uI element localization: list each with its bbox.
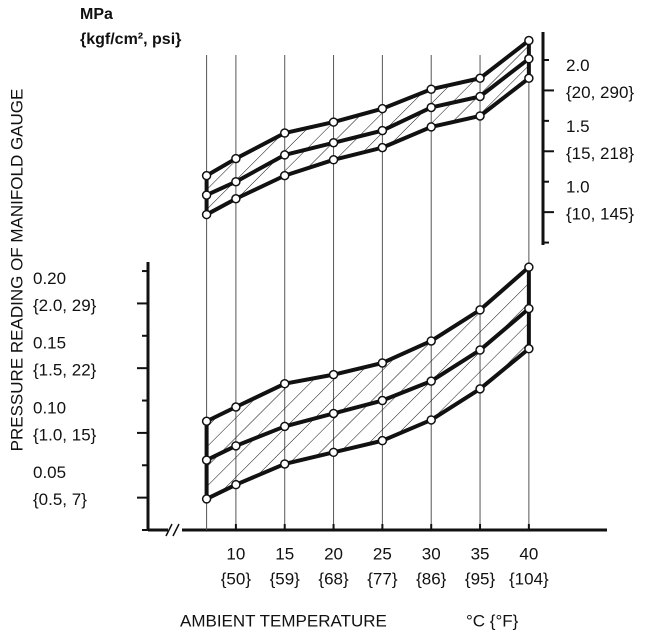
unit-label: MPa xyxy=(80,6,113,23)
point-marker xyxy=(201,455,212,465)
point-marker xyxy=(426,102,436,113)
pressure-line xyxy=(205,57,531,197)
axis-break xyxy=(168,522,182,538)
axis-break xyxy=(165,523,180,537)
point-marker xyxy=(231,479,241,490)
y-tick-label: 0.10 xyxy=(33,398,66,417)
hatch-band xyxy=(206,40,529,215)
point-marker xyxy=(231,402,241,412)
point-marker xyxy=(201,190,212,200)
point-marker xyxy=(475,345,485,355)
y-tick-label: 0.05 xyxy=(33,463,66,482)
y-tick-label: 2.0 xyxy=(566,56,590,75)
y-tick-label: 0.20 xyxy=(33,269,66,288)
point-marker xyxy=(524,303,534,314)
point-marker xyxy=(328,155,339,165)
x-tick-sublabel: {95} xyxy=(465,569,496,588)
point-marker xyxy=(231,193,241,204)
point-marker xyxy=(328,447,339,458)
point-marker xyxy=(524,35,534,46)
point-marker xyxy=(279,459,290,469)
pressure-line xyxy=(205,307,531,462)
y-tick-sublabel: {20, 290} xyxy=(566,83,634,102)
x-tick-label: 10 xyxy=(226,544,245,563)
x-unit-label: °C {°F} xyxy=(466,611,519,630)
x-tick-sublabel: {77} xyxy=(367,569,398,588)
point-marker xyxy=(328,138,339,148)
x-tick-label: 15 xyxy=(275,544,294,563)
point-marker xyxy=(201,170,212,181)
y-tick-sublabel: {1.0, 15} xyxy=(33,425,97,444)
point-marker xyxy=(475,91,485,102)
y-tick-sublabel: {2.0, 29} xyxy=(33,296,97,315)
y-tick-sublabel: {1.5, 22} xyxy=(33,361,97,380)
pressure-line xyxy=(205,265,531,424)
point-marker xyxy=(201,494,212,504)
point-marker xyxy=(426,336,436,346)
point-marker xyxy=(377,358,388,368)
point-marker xyxy=(328,369,339,380)
point-marker xyxy=(279,378,290,389)
point-marker xyxy=(524,54,534,64)
point-marker xyxy=(475,384,485,394)
point-marker xyxy=(426,84,436,94)
pressure-line xyxy=(205,76,531,217)
x-axis-label: AMBIENT TEMPERATURE xyxy=(180,611,387,630)
point-marker xyxy=(475,111,485,121)
y-tick-sublabel: {0.5, 7} xyxy=(33,490,87,509)
point-marker xyxy=(328,408,339,419)
x-tick-sublabel: {86} xyxy=(416,569,447,588)
point-marker xyxy=(231,441,241,451)
point-marker xyxy=(377,142,388,153)
x-tick-label: 30 xyxy=(422,544,441,563)
y-tick-sublabel: {10, 145} xyxy=(566,205,634,224)
point-marker xyxy=(377,125,388,136)
x-tick-label: 40 xyxy=(519,544,538,563)
point-marker xyxy=(524,73,534,84)
point-marker xyxy=(231,176,241,187)
y-tick-label: 1.0 xyxy=(566,178,590,197)
point-marker xyxy=(377,435,388,446)
x-tick-sublabel: {104} xyxy=(509,569,549,588)
pressure-line xyxy=(205,38,531,178)
y-axis-label: PRESSURE READING OF MANIFOLD GAUGE xyxy=(7,89,26,452)
point-marker xyxy=(231,153,241,164)
hatch-band xyxy=(206,267,529,499)
point-marker xyxy=(377,395,388,406)
point-marker xyxy=(524,262,534,272)
y-tick-label: 1.5 xyxy=(566,117,590,136)
point-marker xyxy=(201,416,212,426)
y-tick-sublabel: {15, 218} xyxy=(566,144,634,163)
point-marker xyxy=(201,209,212,220)
x-tick-label: 25 xyxy=(373,544,392,563)
point-marker xyxy=(426,122,436,132)
x-tick-label: 35 xyxy=(471,544,490,563)
point-marker xyxy=(377,103,388,114)
x-tick-sublabel: {50} xyxy=(221,569,252,588)
point-marker xyxy=(475,305,485,315)
point-marker xyxy=(426,415,436,425)
x-tick-sublabel: {59} xyxy=(270,569,301,588)
point-marker xyxy=(279,421,290,432)
point-marker xyxy=(279,170,290,181)
point-marker xyxy=(524,343,534,354)
point-marker xyxy=(279,150,290,160)
point-marker xyxy=(328,117,339,127)
unit-sublabel: {kgf/cm², psi} xyxy=(80,31,181,48)
y-tick-label: 0.15 xyxy=(33,334,66,353)
x-tick-sublabel: {68} xyxy=(318,569,349,588)
pressure-line xyxy=(205,347,531,501)
point-marker xyxy=(426,376,436,386)
point-marker xyxy=(475,73,485,84)
x-tick-label: 20 xyxy=(324,544,343,563)
point-marker xyxy=(279,128,290,138)
